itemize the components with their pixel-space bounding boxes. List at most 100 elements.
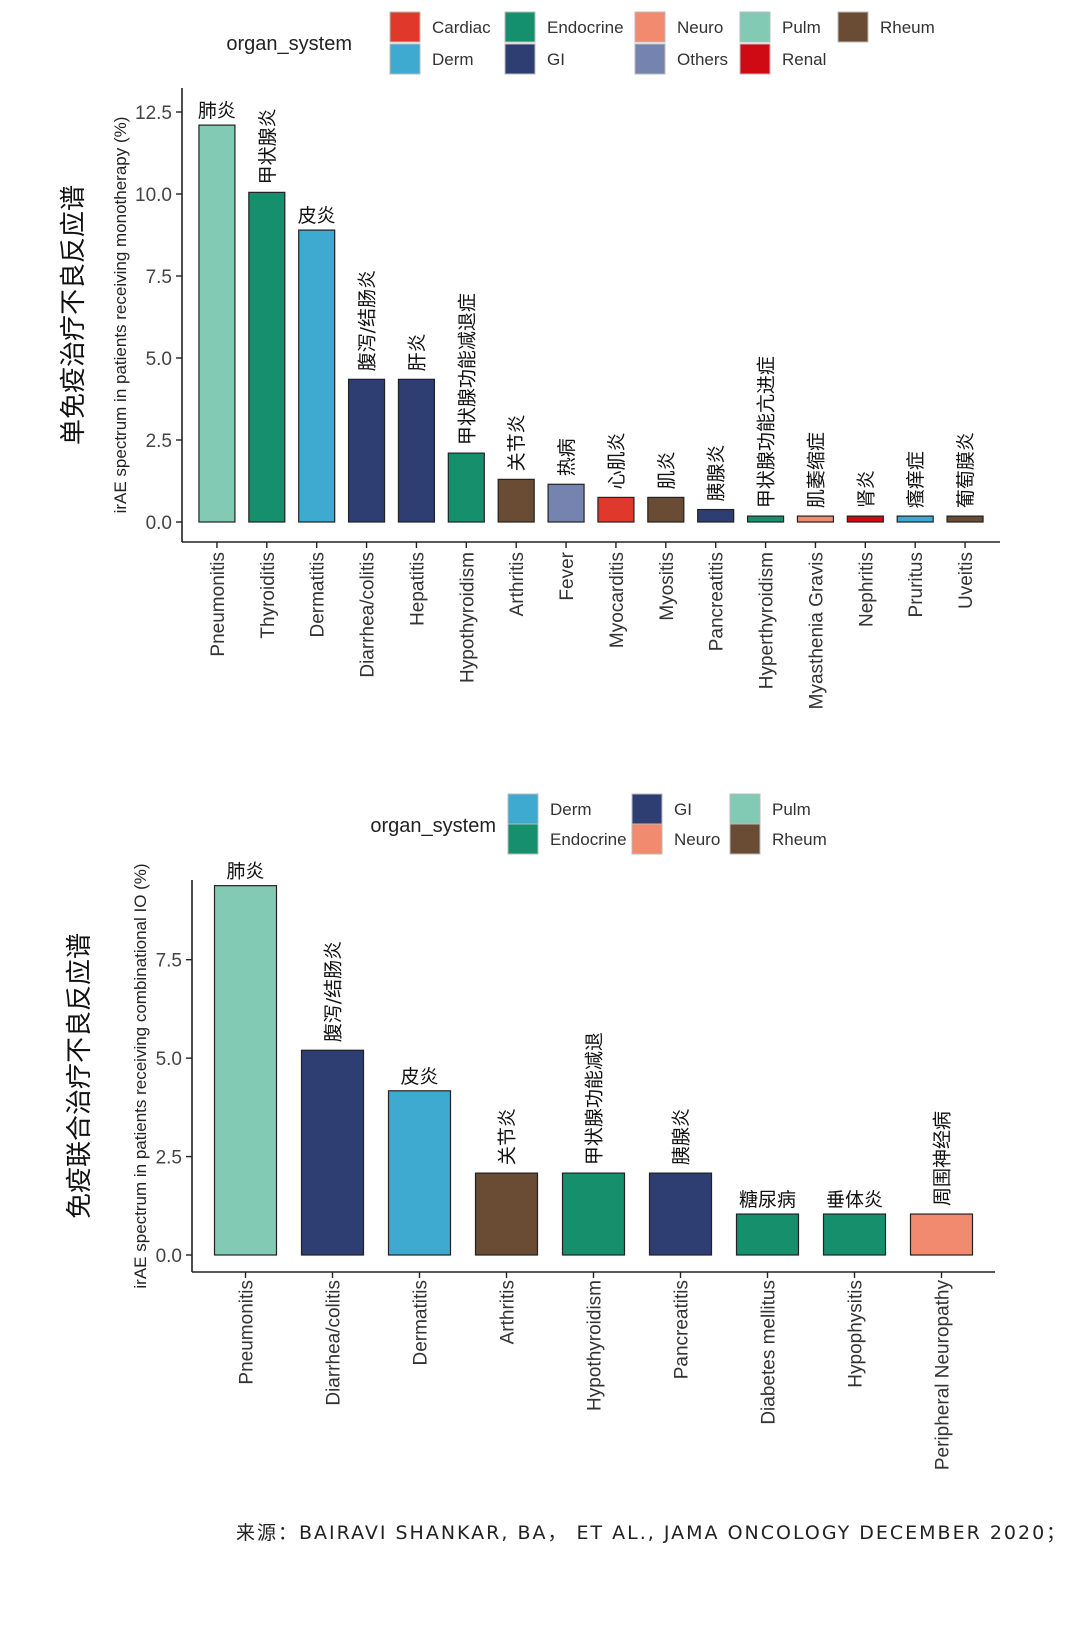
y-tick-label: 7.5 bbox=[156, 951, 182, 972]
legend-label-neuro: Neuro bbox=[677, 18, 723, 37]
x-tick-label: Arthritis bbox=[498, 1280, 519, 1344]
x-tick-label: Nephritis bbox=[856, 552, 877, 627]
bar-peripheral-neuropathy bbox=[909, 1213, 974, 1256]
bar-myositis bbox=[647, 496, 685, 523]
legend-title: organ_system bbox=[226, 33, 352, 55]
x-tick-label: Peripheral Neuropathy bbox=[933, 1280, 954, 1471]
bar-label-cn: 关节炎 bbox=[506, 414, 528, 471]
bar-dermatitis bbox=[387, 1090, 452, 1256]
legend-swatch-pulm bbox=[739, 11, 771, 43]
bar-label-cn: 葡萄膜炎 bbox=[955, 432, 977, 508]
bar-nephritis bbox=[846, 515, 884, 523]
legend-label-pulm: Pulm bbox=[782, 18, 821, 37]
bar-thyroiditis bbox=[248, 191, 286, 523]
bar-label-cn: 甲状腺炎 bbox=[257, 108, 279, 184]
x-tick-label: Pancreatitis bbox=[672, 1280, 693, 1379]
bar-label-cn: 肌萎缩症 bbox=[805, 432, 827, 508]
bar-label-cn: 肌炎 bbox=[656, 451, 678, 489]
legend-swatch-endocrine bbox=[507, 823, 539, 855]
legend-label-neuro: Neuro bbox=[674, 830, 720, 849]
y-tick-label: 2.5 bbox=[146, 431, 172, 452]
x-tick-label: Arthritis bbox=[507, 552, 528, 616]
bar-label-cn: 肝炎 bbox=[406, 333, 428, 371]
legend-label-cardiac: Cardiac bbox=[432, 18, 491, 37]
legend-label-gi: GI bbox=[547, 50, 565, 69]
legend-swatch-rheum bbox=[729, 823, 761, 855]
y-tick-label: 5.0 bbox=[146, 349, 172, 370]
legend-label-endocrine: Endocrine bbox=[547, 18, 624, 37]
bar-pneumonitis bbox=[198, 124, 236, 523]
bar-label-cn: 关节炎 bbox=[497, 1108, 519, 1165]
x-tick-label: Uveitis bbox=[956, 552, 977, 609]
bar-pneumonitis bbox=[213, 885, 278, 1256]
legend-label-rheum: Rheum bbox=[772, 830, 827, 849]
bar-label-cn: 肺炎 bbox=[198, 100, 236, 122]
x-tick-label: Dermatitis bbox=[308, 552, 329, 638]
y-axis-title-cn: 免疫联合治疗不良反应谱 bbox=[65, 933, 95, 1219]
y-axis-title-cn: 单免疫治疗不良反应谱 bbox=[59, 185, 89, 445]
bar-label-cn: 胰腺炎 bbox=[671, 1108, 693, 1165]
x-tick-label: Diarrhea/colitis bbox=[358, 552, 379, 678]
x-tick-label: Diabetes mellitus bbox=[759, 1280, 780, 1425]
bar-label-cn: 甲状腺功能减退 bbox=[584, 1032, 606, 1165]
y-tick-label: 0.0 bbox=[146, 513, 172, 534]
bar-label-cn: 皮炎 bbox=[298, 205, 336, 227]
bar-hepatitis bbox=[397, 378, 436, 523]
y-tick-label: 12.5 bbox=[135, 103, 172, 124]
legend-label-rheum: Rheum bbox=[880, 18, 935, 37]
bar-label-cn: 瘙痒症 bbox=[905, 451, 927, 508]
bar-pancreatitis bbox=[648, 1172, 713, 1256]
y-tick-label: 0.0 bbox=[156, 1246, 182, 1267]
legend-swatch-gi bbox=[504, 43, 536, 75]
bar-label-cn: 皮炎 bbox=[400, 1066, 438, 1088]
x-tick-label: Diarrhea/colitis bbox=[324, 1280, 345, 1406]
x-tick-label: Pneumonitis bbox=[208, 552, 229, 657]
bar-hyperthyroidism bbox=[746, 515, 785, 523]
bar-hypothyroidism bbox=[561, 1172, 626, 1256]
legend-swatch-others bbox=[634, 43, 666, 75]
legend-swatch-rheum bbox=[837, 11, 869, 43]
bar-hypothyroidism bbox=[447, 452, 485, 523]
bar-arthritis bbox=[497, 478, 535, 523]
bar-uveitis bbox=[946, 515, 984, 523]
y-axis-title: irAE spectrum in patients receiving comb… bbox=[131, 863, 150, 1288]
legend-swatch-endocrine bbox=[504, 11, 536, 43]
bar-fever bbox=[547, 483, 585, 523]
bar-hypophysitis bbox=[822, 1213, 887, 1256]
legend-label-derm: Derm bbox=[550, 800, 592, 819]
x-tick-label: Hypothyroidism bbox=[457, 552, 478, 683]
x-tick-label: Myocarditis bbox=[607, 552, 628, 648]
y-axis-title: irAE spectrum in patients receiving mono… bbox=[111, 117, 130, 514]
x-tick-label: Thyroiditis bbox=[258, 552, 279, 639]
legend-label-gi: GI bbox=[674, 800, 692, 819]
legend-swatch-pulm bbox=[729, 793, 761, 825]
legend-label-derm: Derm bbox=[432, 50, 474, 69]
legend-swatch-neuro bbox=[634, 11, 666, 43]
y-tick-label: 10.0 bbox=[135, 185, 172, 206]
legend-swatch-renal bbox=[739, 43, 771, 75]
combinational-chart: organ_system Derm Endocrine GI Neuro Pulm Rheu… bbox=[65, 793, 995, 1471]
legend-label-renal: Renal bbox=[782, 50, 826, 69]
bar-label-cn: 腹泻/结肠炎 bbox=[357, 270, 379, 371]
bar-label-cn: 甲状腺功能亢进症 bbox=[756, 356, 778, 508]
legend-swatch-neuro bbox=[631, 823, 663, 855]
source-note: 来源：BAIRAVI SHANKAR, BA， ET AL., JAMA ONC… bbox=[236, 1522, 1068, 1544]
bar-diarrhea-colitis bbox=[347, 378, 386, 523]
legend-label-others: Others bbox=[677, 50, 728, 69]
x-tick-label: Hepatitis bbox=[407, 552, 428, 626]
x-tick-label: Myositis bbox=[657, 552, 678, 621]
bar-label-cn: 肺炎 bbox=[226, 861, 264, 883]
bar-arthritis bbox=[474, 1172, 539, 1256]
bar-label-cn: 肾炎 bbox=[855, 470, 877, 508]
legend-label-pulm: Pulm bbox=[772, 800, 811, 819]
bar-label-cn: 垂体炎 bbox=[826, 1189, 883, 1211]
legend-swatch-derm bbox=[389, 43, 421, 75]
bar-label-cn: 胰腺炎 bbox=[706, 445, 728, 502]
legend-swatch-derm bbox=[507, 793, 539, 825]
bar-label-cn: 糖尿病 bbox=[739, 1189, 796, 1211]
y-tick-label: 2.5 bbox=[156, 1148, 182, 1169]
x-tick-label: Hypophysitis bbox=[846, 1280, 867, 1388]
bar-pruritus bbox=[896, 515, 934, 523]
bar-label-cn: 腹泻/结肠炎 bbox=[323, 941, 345, 1042]
y-tick-label: 5.0 bbox=[156, 1049, 182, 1070]
